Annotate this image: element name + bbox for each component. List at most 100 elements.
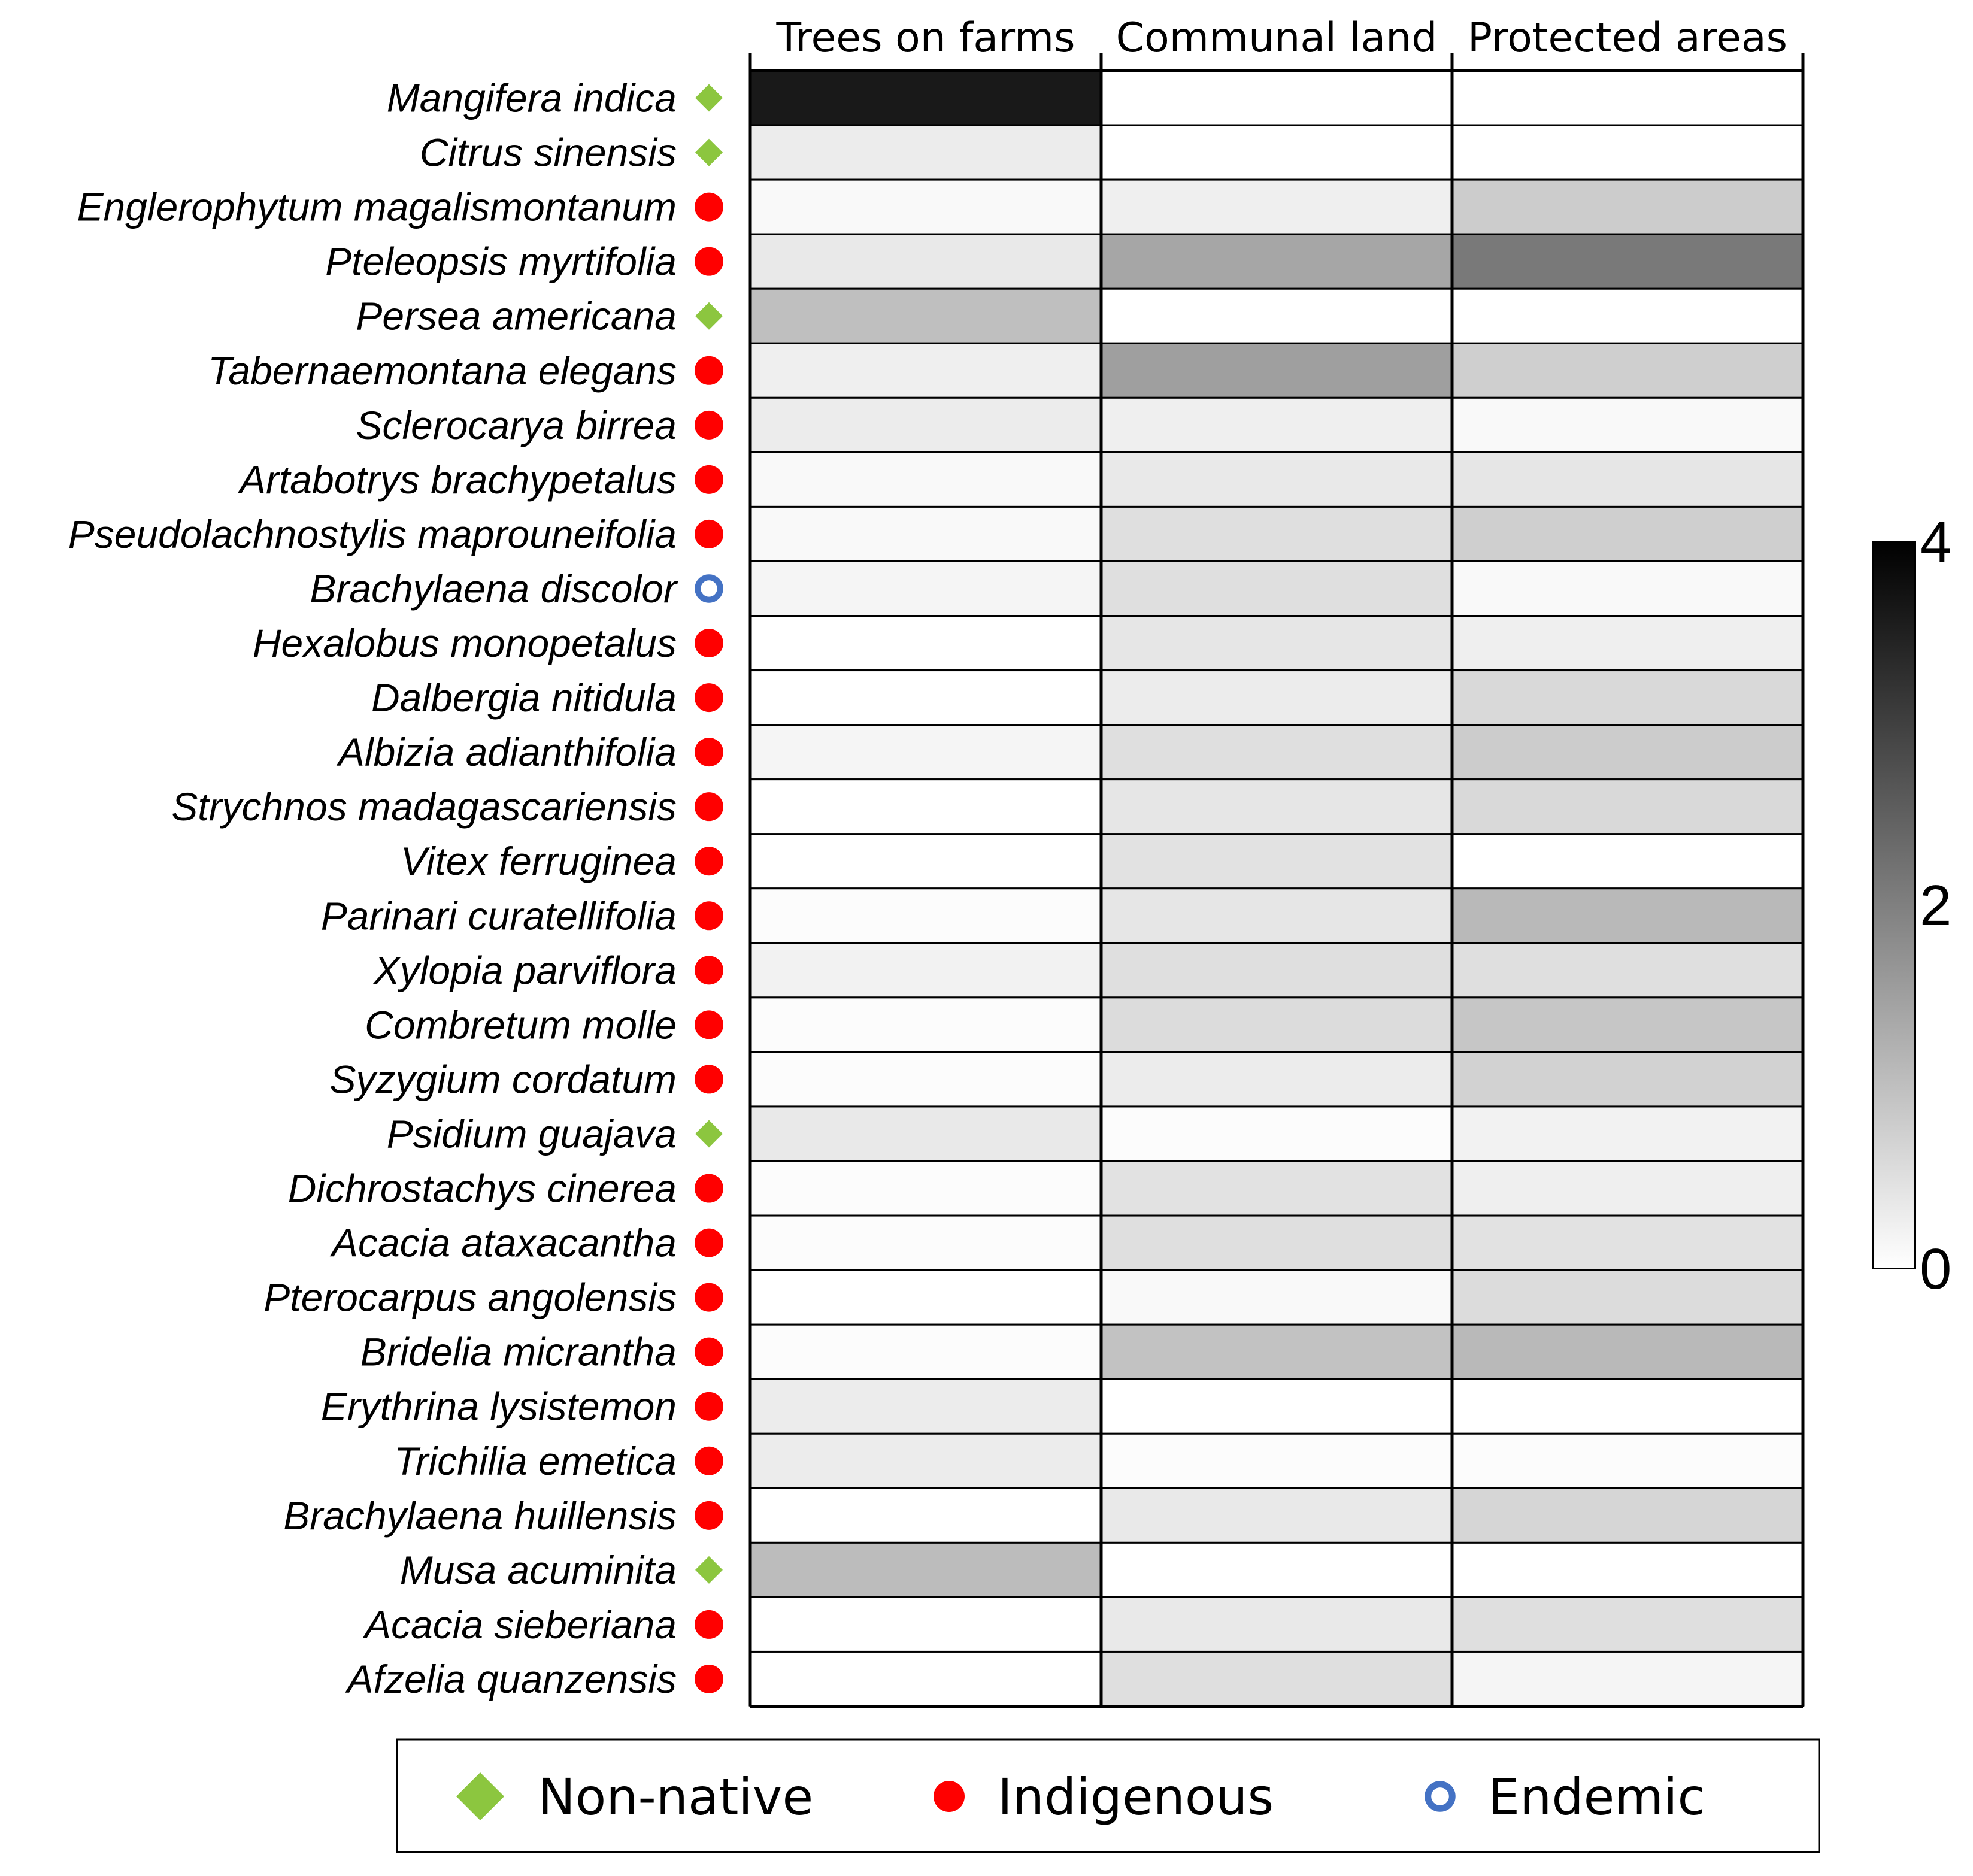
heatmap-cell [1451, 1487, 1804, 1544]
heatmap-cell [1100, 1214, 1453, 1271]
legend-label-indigenous: Indigenous [998, 1768, 1274, 1826]
heatmap-cell [1100, 833, 1453, 890]
indigenous-marker-icon [695, 465, 723, 494]
species-label: Hexalobus monopetalus [253, 621, 677, 665]
species-label: Englerophytum magalismontanum [77, 185, 677, 229]
species-label: Afzelia quanzensis [345, 1657, 677, 1701]
heatmap-cell [749, 1541, 1102, 1598]
heatmap-cell [1100, 342, 1453, 399]
heatmap-cell [749, 451, 1102, 508]
indigenous-marker-icon [695, 410, 723, 440]
indigenous-marker-icon [695, 847, 723, 876]
non-native-marker-icon [695, 84, 723, 112]
species-label: Combretum molle [365, 1002, 677, 1047]
heatmap-cell [1100, 1051, 1453, 1108]
species-label: Syzygium cordatum [329, 1057, 677, 1101]
heatmap-cell [1100, 124, 1453, 181]
non-native-marker-icon [695, 1120, 723, 1148]
non-native-marker-icon [695, 1556, 723, 1584]
heatmap-cell [1451, 451, 1804, 508]
indigenous-marker-icon [695, 901, 723, 931]
species-label: Pterocarpus angolensis [263, 1275, 677, 1320]
heatmap-cell [1451, 178, 1804, 235]
heatmap-cell [749, 178, 1102, 235]
species-label: Brachylaena discolor [310, 566, 678, 611]
indigenous-marker-icon [695, 1283, 723, 1312]
heatmap-cell [1451, 1650, 1804, 1707]
indigenous-marker-icon [695, 1010, 723, 1039]
heatmap-cell [1451, 669, 1804, 726]
heatmap-cell [1451, 505, 1804, 562]
indigenous-marker-icon [695, 683, 723, 713]
heatmap-cell [1451, 233, 1804, 290]
colorbar-scale [1872, 541, 1916, 1269]
species-label: Bridelia micrantha [360, 1330, 677, 1374]
heatmap-cell [1451, 942, 1804, 999]
heatmap-cell [749, 1160, 1102, 1217]
heatmap-cell [1100, 1541, 1453, 1598]
heatmap-cell [749, 942, 1102, 999]
heatmap-cell [1100, 942, 1453, 999]
indigenous-marker-icon [695, 1174, 723, 1203]
heatmap-cell [749, 1487, 1102, 1544]
species-label: Pseudolachnostylis maprouneifolia [68, 512, 677, 556]
non-native-marker-icon [695, 302, 723, 330]
heatmap-cell [1100, 778, 1453, 835]
heatmap-cell [749, 287, 1102, 344]
heatmap-grid [748, 69, 1805, 1708]
heatmap-cell [1100, 560, 1453, 617]
species-label: Trichilia emetica [394, 1439, 677, 1483]
legend-label-endemic: Endemic [1488, 1768, 1705, 1826]
species-label: Xylopia parviflora [372, 948, 677, 992]
heatmap-cell [1451, 887, 1804, 944]
heatmap-cell [749, 1323, 1102, 1380]
indigenous-marker-icon [695, 1501, 723, 1530]
indigenous-marker-icon [695, 519, 723, 548]
heatmap-cell [749, 124, 1102, 181]
colorbar: 4 2 0 [1872, 510, 1951, 1301]
non-native-marker-icon [695, 138, 723, 166]
indigenous-marker-icon [695, 247, 723, 276]
species-label: Strychnos madagascariensis [171, 784, 677, 829]
heatmap-cell [1100, 724, 1453, 781]
species-label: Albizia adianthifolia [336, 730, 677, 774]
heatmap-cell [749, 778, 1102, 835]
species-label: Tabernaemontana elegans [208, 348, 677, 393]
heatmap-cell [749, 1105, 1102, 1162]
heatmap-cell [1100, 669, 1453, 726]
legend-label-non-native: Non-native [538, 1768, 813, 1826]
heatmap-cell [1100, 396, 1453, 453]
legend-non-native-icon [456, 1772, 504, 1820]
species-label: Persea americana [356, 294, 677, 338]
indigenous-marker-icon [695, 792, 723, 822]
species-label: Artabotrys brachypetalus [237, 457, 677, 502]
heatmap-cell [1100, 505, 1453, 562]
heatmap-cell [1451, 1541, 1804, 1598]
species-label: Erythrina lysistemon [321, 1384, 677, 1429]
heatmap-cell [749, 1650, 1102, 1707]
column-headers: Trees on farms Communal land Protected are… [748, 14, 1805, 71]
legend-indigenous-icon [934, 1781, 965, 1812]
legend-box [396, 1738, 1820, 1853]
heatmap-cell [1100, 1650, 1453, 1707]
heatmap-cell [749, 233, 1102, 290]
indigenous-marker-icon [695, 1446, 723, 1475]
heatmap-cell [1451, 1160, 1804, 1217]
heatmap-cell [1451, 396, 1804, 453]
colorbar-tick-label: 4 [1920, 510, 1951, 574]
heatmap-cell [1451, 1105, 1804, 1162]
indigenous-marker-icon [695, 1337, 723, 1366]
heatmap-cell [1451, 1269, 1804, 1326]
indigenous-marker-icon [695, 356, 723, 385]
species-label: Pteleopsis myrtifolia [325, 240, 677, 284]
heatmap-cell [1451, 1432, 1804, 1489]
heatmap-cell [749, 724, 1102, 781]
species-label: Mangifera indica [387, 76, 677, 120]
species-label: Acacia sieberiana [362, 1602, 677, 1647]
heatmap-cell [749, 1051, 1102, 1108]
heatmap-cell [1451, 69, 1804, 126]
heatmap-cell [1451, 996, 1804, 1053]
heatmap-cell [1451, 1323, 1804, 1380]
heatmap-cell [1451, 287, 1804, 344]
heatmap-cell [749, 505, 1102, 562]
